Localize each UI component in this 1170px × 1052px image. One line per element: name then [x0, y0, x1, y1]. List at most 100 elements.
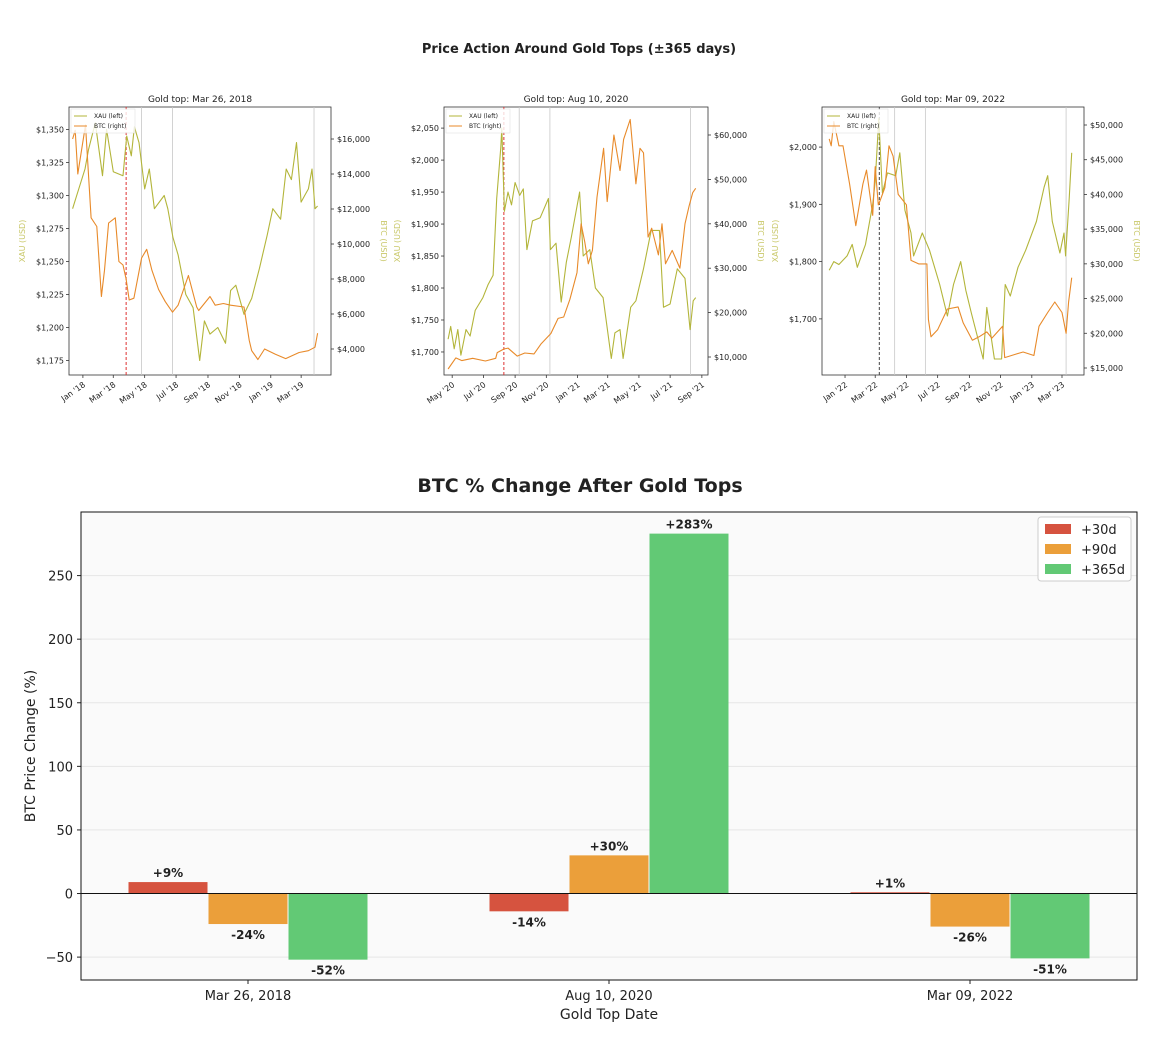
y-left-tick-label: $1,250: [36, 257, 64, 266]
x-tick-label: Sep '18: [182, 380, 212, 405]
y-left-tick-label: $1,800: [789, 258, 817, 267]
y-left-tick-label: $2,050: [411, 124, 439, 133]
bar-chart: BTC % Change After Gold Tops Gold Top Da…: [23, 475, 1138, 1023]
x-tick-label: Mar 09, 2022: [927, 989, 1014, 1004]
y-right-tick-label: $25,000: [1090, 295, 1123, 304]
x-tick-label: Jul '18: [154, 380, 180, 402]
y-tick-label: 150: [48, 697, 73, 712]
y-right-tick-label: $10,000: [337, 240, 370, 249]
bar-plus-365d: [288, 893, 368, 960]
y-right-tick-label: $8,000: [337, 275, 365, 284]
x-tick-label: Mar '23: [1036, 380, 1066, 405]
bar-chart-title: BTC % Change After Gold Tops: [417, 475, 742, 497]
bar-y-axis-label: BTC Price Change (%): [23, 670, 39, 822]
plot-area: [68, 106, 332, 376]
bar-data-label: -51%: [1033, 962, 1067, 976]
legend-label: BTC (right): [469, 123, 501, 130]
x-tick-label: Jan '22: [821, 380, 849, 404]
x-tick-label: Jul '22: [916, 380, 942, 402]
x-tick-label: May '18: [118, 380, 149, 405]
bar-plus-30d: [850, 892, 930, 894]
y-right-tick-label: $50,000: [1090, 121, 1123, 130]
legend-label: +90d: [1081, 543, 1117, 558]
y-left-tick-label: $2,000: [789, 143, 817, 152]
x-tick-label: Aug 10, 2020: [565, 989, 652, 1004]
legend: XAU (left) BTC (right): [445, 108, 511, 134]
bar-plus-30d: [128, 882, 208, 894]
x-tick-label: Nov '20: [520, 380, 550, 405]
x-tick-label: Jan '21: [553, 380, 581, 404]
xau-line: [828, 117, 1073, 360]
y-left-tick-label: $1,275: [36, 224, 64, 233]
y-left-axis-label: XAU (USD): [771, 220, 780, 263]
figure-title: Price Action Around Gold Tops (±365 days…: [422, 42, 736, 57]
bar-data-label: -24%: [231, 928, 265, 942]
x-tick-label: May '20: [425, 380, 456, 405]
y-left-tick-label: $1,175: [36, 356, 64, 365]
y-left-tick-label: $1,200: [36, 323, 64, 332]
bar-data-label: -26%: [953, 931, 987, 945]
y-tick-label: 0: [65, 888, 73, 903]
panel-title: Gold top: Aug 10, 2020: [524, 95, 629, 105]
legend-label: XAU (left): [94, 113, 123, 120]
x-tick-label: Mar '18: [88, 380, 118, 405]
y-left-tick-label: $1,850: [411, 252, 439, 261]
panel-gold-top-2020: Gold top: Aug 10, 2020 May '20 Jul '20 Sep…: [393, 95, 765, 406]
x-tick-label: Jan '18: [59, 380, 87, 404]
bar-data-label: -14%: [512, 915, 546, 929]
bar-plus-365d: [649, 533, 729, 894]
panel-gold-top-2018: Gold top: Mar 26, 2018 Jan '18 Mar '18 May…: [18, 95, 388, 406]
y-right-tick-label: $30,000: [1090, 260, 1123, 269]
legend: +30d +90d +365d: [1037, 516, 1132, 582]
bar-data-label: +1%: [875, 876, 905, 890]
panel-title: Gold top: Mar 09, 2022: [901, 95, 1005, 105]
bar-data-label: -52%: [311, 964, 345, 978]
y-right-axis-label: BTC (USD): [756, 220, 765, 261]
x-tick-label: Sep '21: [676, 380, 706, 405]
y-right-tick-label: $20,000: [1090, 329, 1123, 338]
bar-plus-90d: [930, 893, 1010, 927]
y-right-tick-label: $6,000: [337, 310, 365, 319]
y-tick-label: 100: [48, 760, 73, 775]
x-tick-label: Jan '23: [1008, 380, 1036, 404]
panel-title: Gold top: Mar 26, 2018: [148, 95, 252, 105]
y-left-tick-label: $1,325: [36, 158, 64, 167]
y-left-axis-label: XAU (USD): [18, 220, 27, 263]
y-right-tick-label: $50,000: [714, 175, 747, 184]
y-left-tick-label: $1,300: [36, 191, 64, 200]
y-left-tick-label: $1,700: [411, 348, 439, 357]
y-right-tick-label: $12,000: [337, 205, 370, 214]
bar-data-label: +283%: [665, 518, 712, 532]
y-left-tick-label: $1,900: [411, 220, 439, 229]
y-tick-label: 250: [48, 570, 73, 585]
x-tick-label: May '22: [880, 380, 911, 405]
x-tick-label: Nov '22: [975, 380, 1005, 405]
legend-swatch: [1045, 564, 1071, 574]
legend-box: [70, 108, 136, 134]
y-left-tick-label: $1,800: [411, 284, 439, 293]
legend-label: +30d: [1081, 523, 1117, 538]
y-left-tick-label: $1,225: [36, 290, 64, 299]
bar-plus-30d: [489, 893, 569, 912]
y-right-tick-label: $4,000: [337, 345, 365, 354]
legend-label: BTC (right): [94, 123, 126, 130]
x-tick-label: Mar '22: [850, 380, 880, 405]
legend-label: +365d: [1081, 563, 1125, 578]
bar-x-axis-label: Gold Top Date: [560, 1007, 658, 1023]
y-tick-label: 50: [56, 824, 73, 839]
y-tick-label: 200: [48, 633, 73, 648]
y-left-tick-label: $1,950: [411, 188, 439, 197]
x-tick-label: Mar '19: [276, 380, 306, 405]
legend-box: [445, 108, 511, 134]
y-left-tick-label: $1,350: [36, 125, 64, 134]
legend-label: XAU (left): [469, 113, 498, 120]
plot-area: [443, 106, 709, 376]
y-right-tick-label: $15,000: [1090, 364, 1123, 373]
legend: XAU (left) BTC (right): [823, 108, 889, 134]
plot-area: [821, 106, 1085, 376]
x-tick-label: Nov '18: [213, 380, 243, 405]
y-right-tick-label: $14,000: [337, 170, 370, 179]
x-tick-label: Jan '19: [247, 380, 275, 404]
x-tick-label: Mar 26, 2018: [205, 989, 292, 1004]
y-right-tick-label: $16,000: [337, 135, 370, 144]
